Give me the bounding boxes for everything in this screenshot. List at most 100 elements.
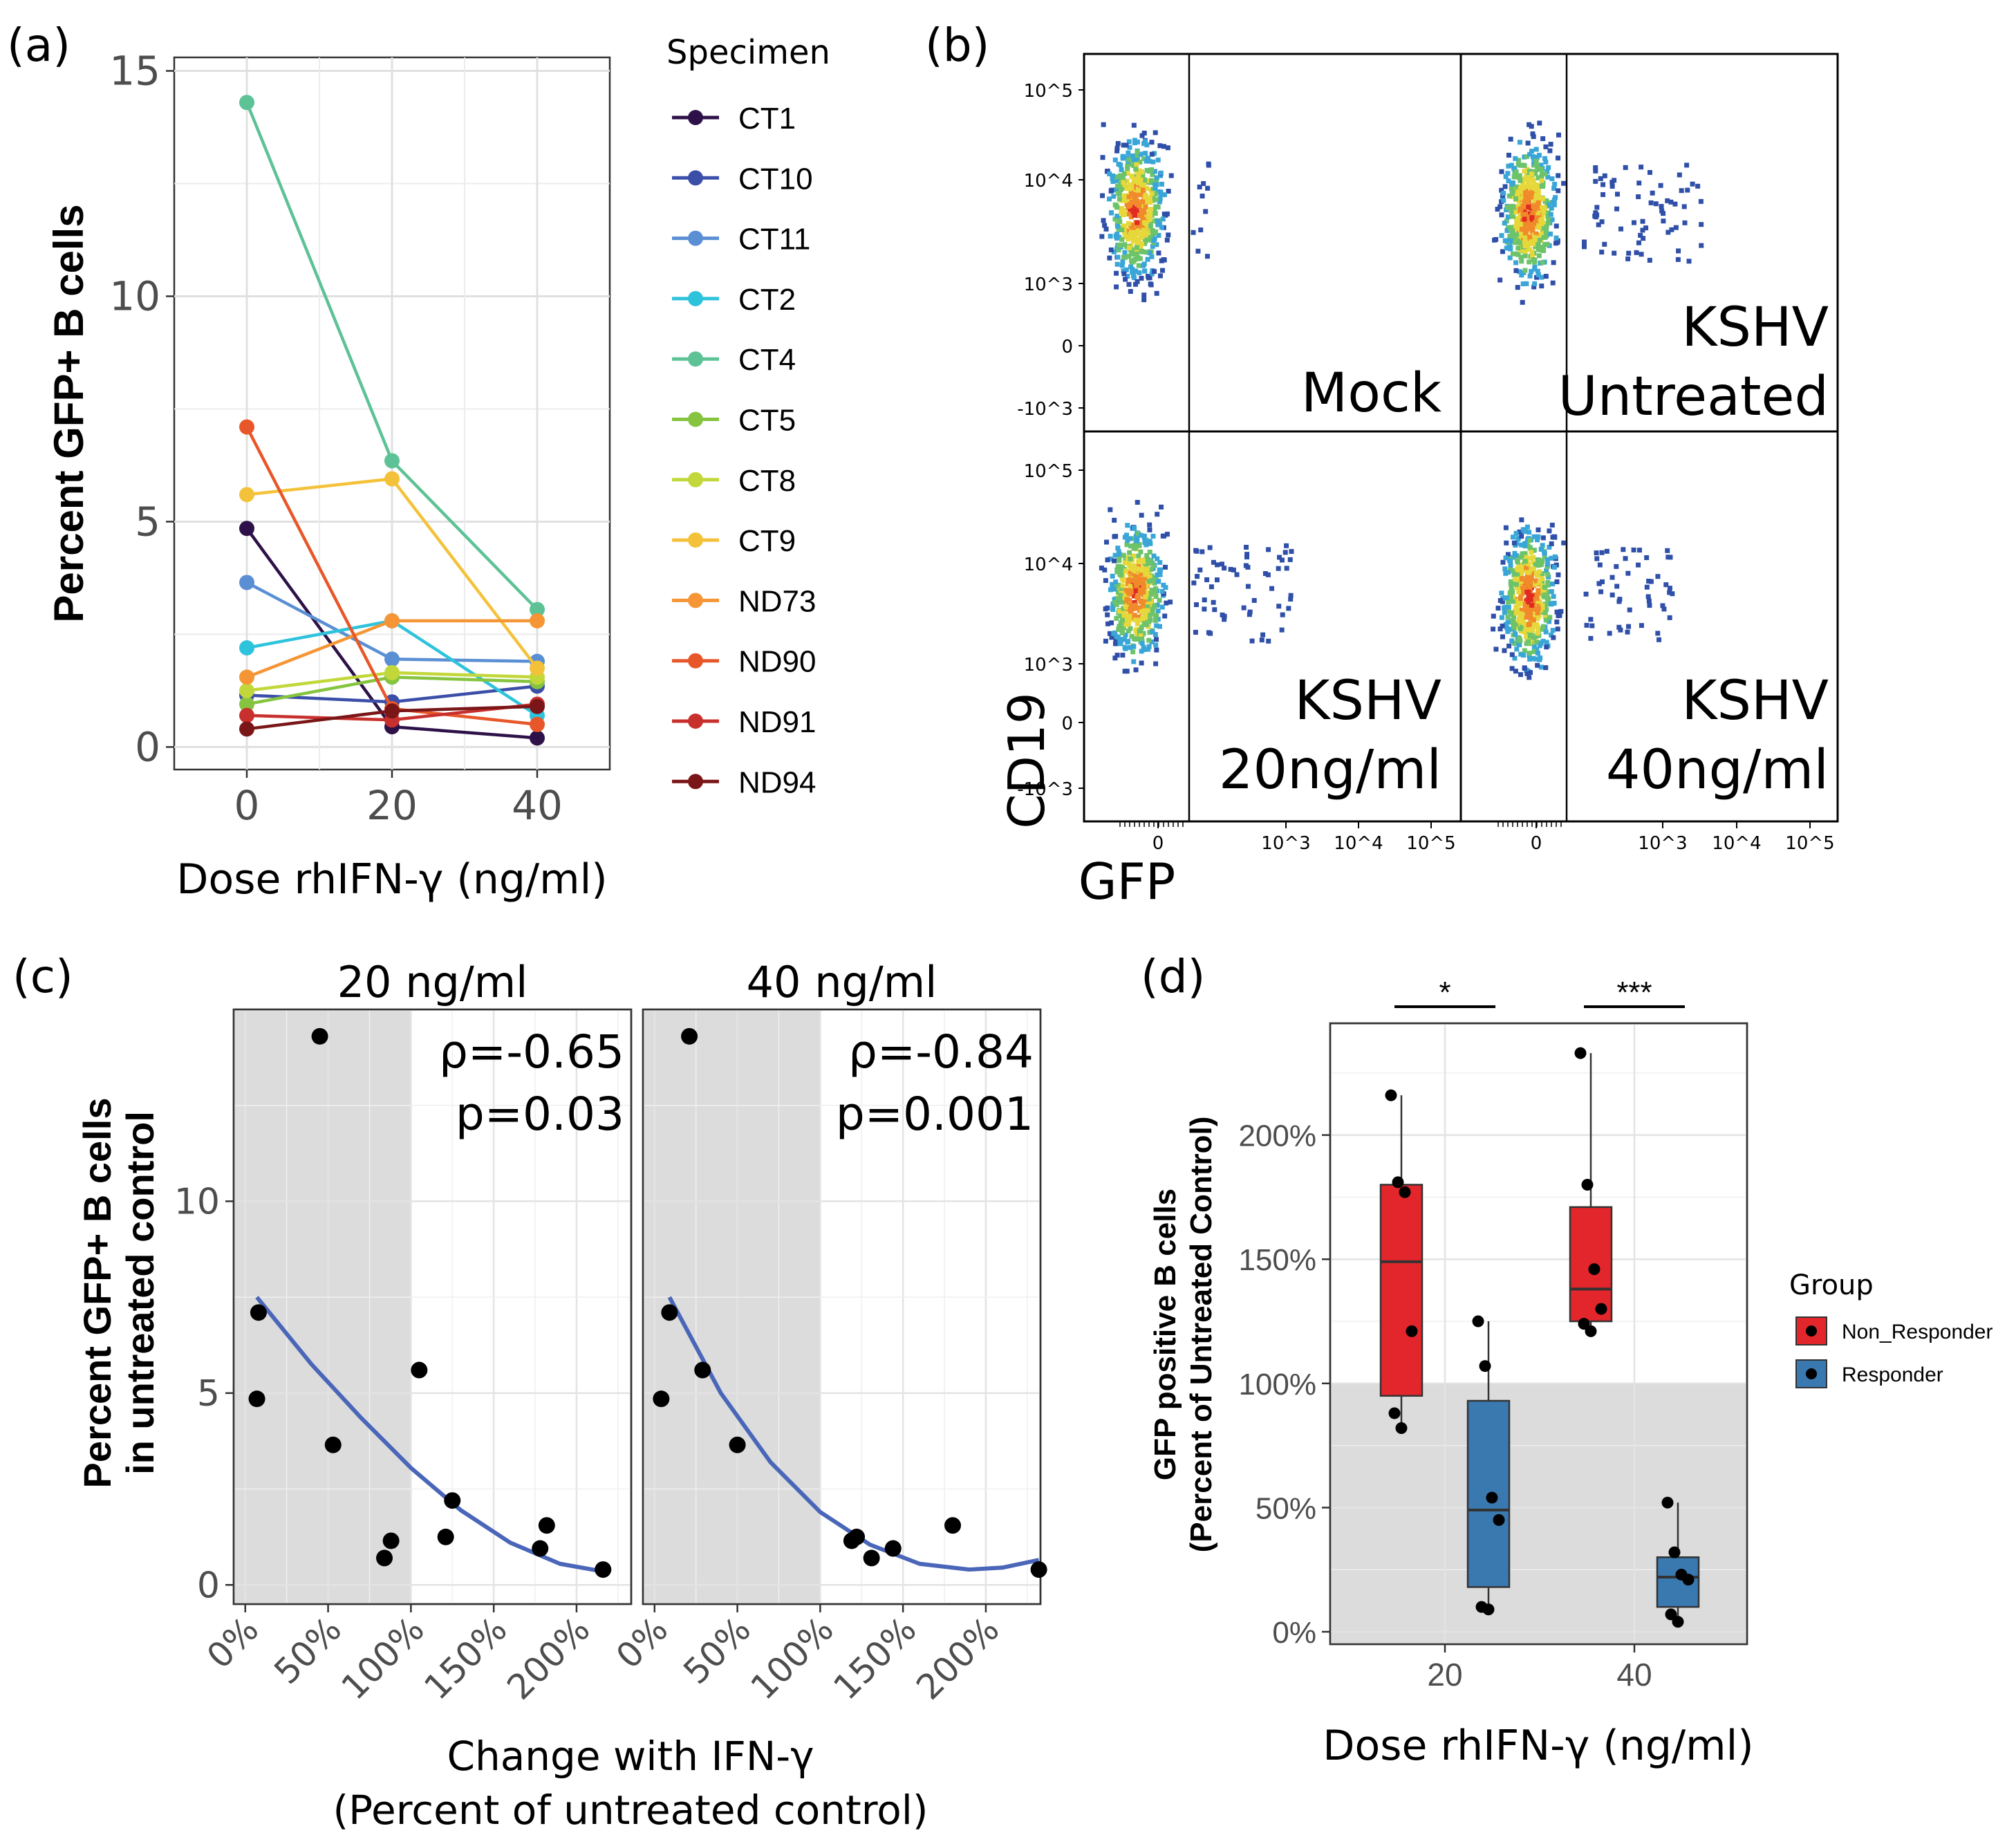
flow-event	[1534, 640, 1540, 645]
flow-event	[1141, 631, 1146, 636]
flow-event	[1612, 250, 1617, 256]
flow-event	[1165, 145, 1170, 151]
flow-event	[1540, 543, 1545, 548]
flow-event	[1536, 588, 1541, 593]
panel-c-y-tick-label: 5	[197, 1373, 220, 1415]
series-point-nd73	[384, 613, 400, 628]
flow-event	[1108, 556, 1113, 561]
flow-event	[1511, 618, 1516, 624]
flow-event	[1690, 181, 1695, 187]
flow-event	[1546, 217, 1551, 223]
panel-c-y-tick-label: 10	[174, 1181, 220, 1222]
flow-event	[1511, 613, 1516, 618]
panel-c-facet-title: 20 ng/ml	[337, 957, 528, 1007]
flow-event	[1491, 613, 1496, 619]
flow-event	[1161, 144, 1167, 149]
flow-event	[1139, 512, 1144, 518]
flow-event	[1146, 214, 1152, 219]
flow-event	[1553, 195, 1558, 201]
panel-c-point	[681, 1027, 698, 1045]
flow-event	[1531, 555, 1536, 560]
flow-event	[1524, 555, 1529, 560]
flow-event	[1164, 532, 1170, 537]
flow-event	[1110, 176, 1115, 181]
panel-b-condition-line2: Untreated	[1558, 366, 1829, 428]
flow-event	[1161, 257, 1167, 263]
legend-key-responder	[1795, 1359, 1827, 1388]
panel-c-x-tick-label: 150%	[826, 1609, 924, 1707]
flow-event	[1506, 193, 1512, 198]
flow-event	[1231, 567, 1236, 572]
flow-event	[1529, 269, 1534, 274]
flow-event	[1276, 604, 1282, 609]
flow-event	[1510, 534, 1515, 540]
flow-event	[1128, 214, 1134, 220]
flow-event	[1152, 580, 1157, 586]
flow-event	[1144, 566, 1150, 572]
flow-event	[1128, 556, 1133, 561]
flow-event	[1123, 198, 1129, 203]
flow-event	[1112, 641, 1118, 646]
flow-event	[1526, 639, 1531, 644]
legend-key-point-nd94	[688, 774, 703, 790]
flow-event	[1503, 570, 1509, 576]
flow-event	[1152, 211, 1158, 216]
flow-event	[1247, 612, 1252, 617]
panel-a-x-tick-label: 20	[366, 782, 418, 829]
flow-event	[1122, 560, 1128, 566]
legend-key-point-ct8	[688, 472, 703, 487]
panel-c-fit-curve	[255, 1296, 604, 1574]
series-point-ct8	[384, 664, 400, 680]
flow-event	[1533, 216, 1538, 222]
panel-c-point	[532, 1540, 549, 1557]
flow-event	[1101, 122, 1106, 127]
flow-event	[1542, 594, 1547, 599]
flow-event	[1520, 233, 1526, 239]
panel-c-x-tick-label: 100%	[743, 1609, 841, 1707]
flow-event	[1136, 172, 1141, 178]
panel-d-boxes: * ***0%50%100%150%200%20 40	[1238, 976, 1748, 1693]
panel-d-y-tick-label: 100%	[1238, 1368, 1316, 1401]
flow-event	[1631, 220, 1636, 225]
flow-event	[1105, 612, 1110, 617]
flow-event	[1138, 151, 1144, 157]
flow-event	[1115, 564, 1121, 569]
flow-event	[1152, 180, 1157, 186]
flow-event	[1137, 577, 1142, 582]
flow-event	[1533, 570, 1539, 576]
flow-event	[1116, 549, 1121, 555]
flow-event	[1529, 215, 1535, 221]
flow-event	[1536, 599, 1541, 604]
flow-event	[1135, 574, 1141, 579]
flow-event	[1126, 254, 1132, 259]
flow-event	[1135, 240, 1140, 245]
flow-event	[1129, 230, 1135, 235]
flow-event	[1128, 264, 1134, 270]
flow-event	[1204, 254, 1210, 259]
flow-event	[1531, 221, 1537, 227]
flow-event	[1556, 613, 1561, 619]
flow-event	[1506, 604, 1511, 610]
flow-event	[1114, 148, 1120, 153]
series-point-nd73	[239, 669, 254, 685]
flow-event	[1110, 603, 1116, 608]
flow-event	[1536, 175, 1541, 180]
flow-event	[1119, 206, 1124, 212]
flow-event	[1155, 608, 1161, 614]
flow-event	[1594, 556, 1600, 561]
flow-event	[1120, 564, 1126, 570]
panel-a-series	[239, 95, 545, 746]
legend-label-ct1: CT1	[738, 102, 796, 136]
flow-event	[1201, 180, 1206, 186]
flow-event	[1650, 190, 1655, 196]
panel-b-y-tick-label: 10^5	[1024, 461, 1073, 482]
flow-event	[1626, 624, 1632, 629]
flow-event	[1513, 260, 1519, 266]
flow-event	[1547, 231, 1553, 236]
flow-event	[1536, 633, 1542, 638]
panel-b-condition-labels: Mock KSHV Untreated KSHV 20ng/ml KSHV 40ng/ml	[1219, 297, 1829, 801]
flow-event	[1127, 615, 1132, 621]
flow-event	[1142, 178, 1148, 183]
flow-event	[1553, 223, 1559, 229]
flow-event	[1538, 166, 1544, 171]
